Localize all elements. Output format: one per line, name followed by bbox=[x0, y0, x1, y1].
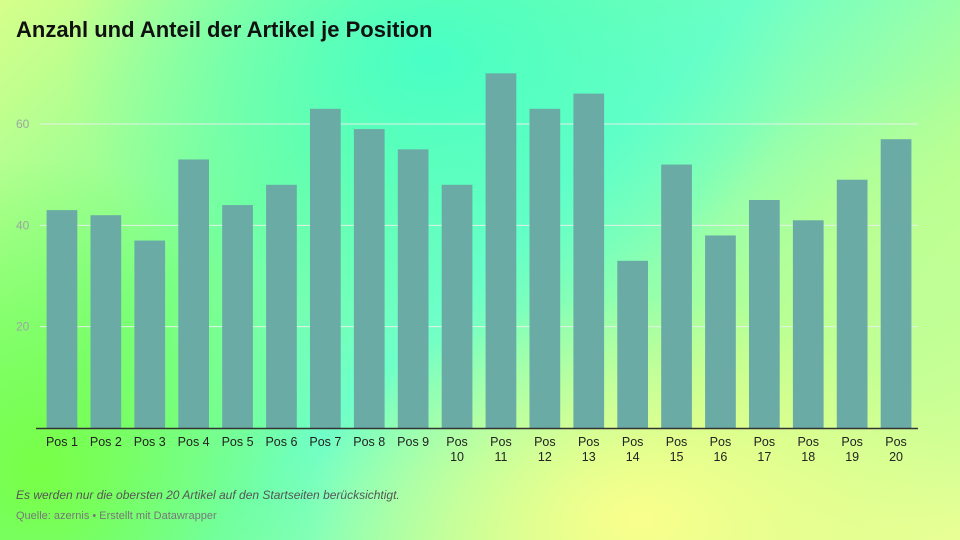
x-tick-label: Pos 5 bbox=[222, 435, 254, 449]
bar bbox=[266, 184, 297, 428]
bar bbox=[485, 73, 517, 428]
x-tick-label: Pos 2 bbox=[90, 435, 122, 449]
chart-source: Quelle: azernis • Erstellt mit Datawrapper bbox=[16, 510, 217, 522]
y-tick-label: 20 bbox=[16, 320, 30, 334]
y-tick-label: 60 bbox=[16, 117, 30, 131]
bar bbox=[836, 179, 868, 428]
credit-label: Erstellt mit Datawrapper bbox=[99, 510, 217, 522]
bar bbox=[661, 164, 692, 429]
bar bbox=[90, 215, 122, 428]
chart-title: Anzahl und Anteil der Artikel je Positio… bbox=[16, 17, 433, 42]
x-tick-label: 11 bbox=[494, 450, 507, 464]
bar bbox=[705, 235, 736, 428]
bar bbox=[441, 184, 473, 428]
bar bbox=[309, 108, 341, 429]
x-tick-label: Pos 3 bbox=[134, 435, 166, 449]
x-tick-label: Pos bbox=[710, 435, 732, 449]
x-tick-label: Pos bbox=[534, 435, 556, 449]
bar-chart: 20 40 60 Pos 1 Pos 2 Pos 3 Pos 4 Pos 5 Pos 6 Pos … bbox=[16, 73, 918, 464]
bar bbox=[222, 205, 253, 428]
source-separator: • bbox=[92, 510, 97, 522]
x-tick-label: Pos bbox=[666, 435, 688, 449]
x-tick-label: 20 bbox=[889, 450, 903, 464]
x-tick-label: Pos bbox=[490, 435, 512, 449]
bar bbox=[617, 260, 649, 428]
x-tick-label: 10 bbox=[450, 450, 464, 464]
bar bbox=[46, 210, 78, 428]
y-tick-label: 40 bbox=[16, 218, 30, 232]
x-tick-label: Pos 6 bbox=[265, 435, 297, 449]
x-tick-label: Pos 1 bbox=[46, 435, 78, 449]
chart-note: Es werden nur die obersten 20 Artikel au… bbox=[16, 488, 400, 502]
source-label: Quelle: azernis bbox=[16, 510, 90, 522]
bar bbox=[792, 220, 824, 428]
x-tick-label: 17 bbox=[757, 450, 771, 464]
x-tick-label: Pos bbox=[797, 435, 819, 449]
x-tick-label: 16 bbox=[713, 450, 727, 464]
x-tick-label: 13 bbox=[582, 450, 596, 464]
x-tick-label: Pos 9 bbox=[397, 435, 429, 449]
x-tick-label: 14 bbox=[626, 450, 640, 464]
x-tick-label: 15 bbox=[670, 450, 684, 464]
bar bbox=[397, 149, 429, 429]
bar bbox=[529, 108, 561, 429]
x-tick-label: Pos 4 bbox=[178, 435, 210, 449]
bar bbox=[134, 240, 166, 428]
x-tick-label: Pos bbox=[841, 435, 863, 449]
x-tick-label: Pos bbox=[885, 435, 907, 449]
bar bbox=[748, 200, 780, 428]
x-tick-label: Pos 7 bbox=[309, 435, 341, 449]
x-tick-label: Pos 8 bbox=[353, 435, 385, 449]
bar bbox=[353, 129, 385, 429]
x-tick-label: Pos bbox=[622, 435, 644, 449]
bar bbox=[573, 93, 605, 428]
x-tick-label: 18 bbox=[801, 450, 815, 464]
x-tick-label: 12 bbox=[538, 450, 552, 464]
x-tick-label: Pos bbox=[446, 435, 468, 449]
x-tick-label: Pos bbox=[754, 435, 776, 449]
bar bbox=[880, 139, 912, 428]
x-tick-label: Pos bbox=[578, 435, 600, 449]
x-tick-label: 19 bbox=[845, 450, 859, 464]
bar bbox=[178, 159, 210, 428]
